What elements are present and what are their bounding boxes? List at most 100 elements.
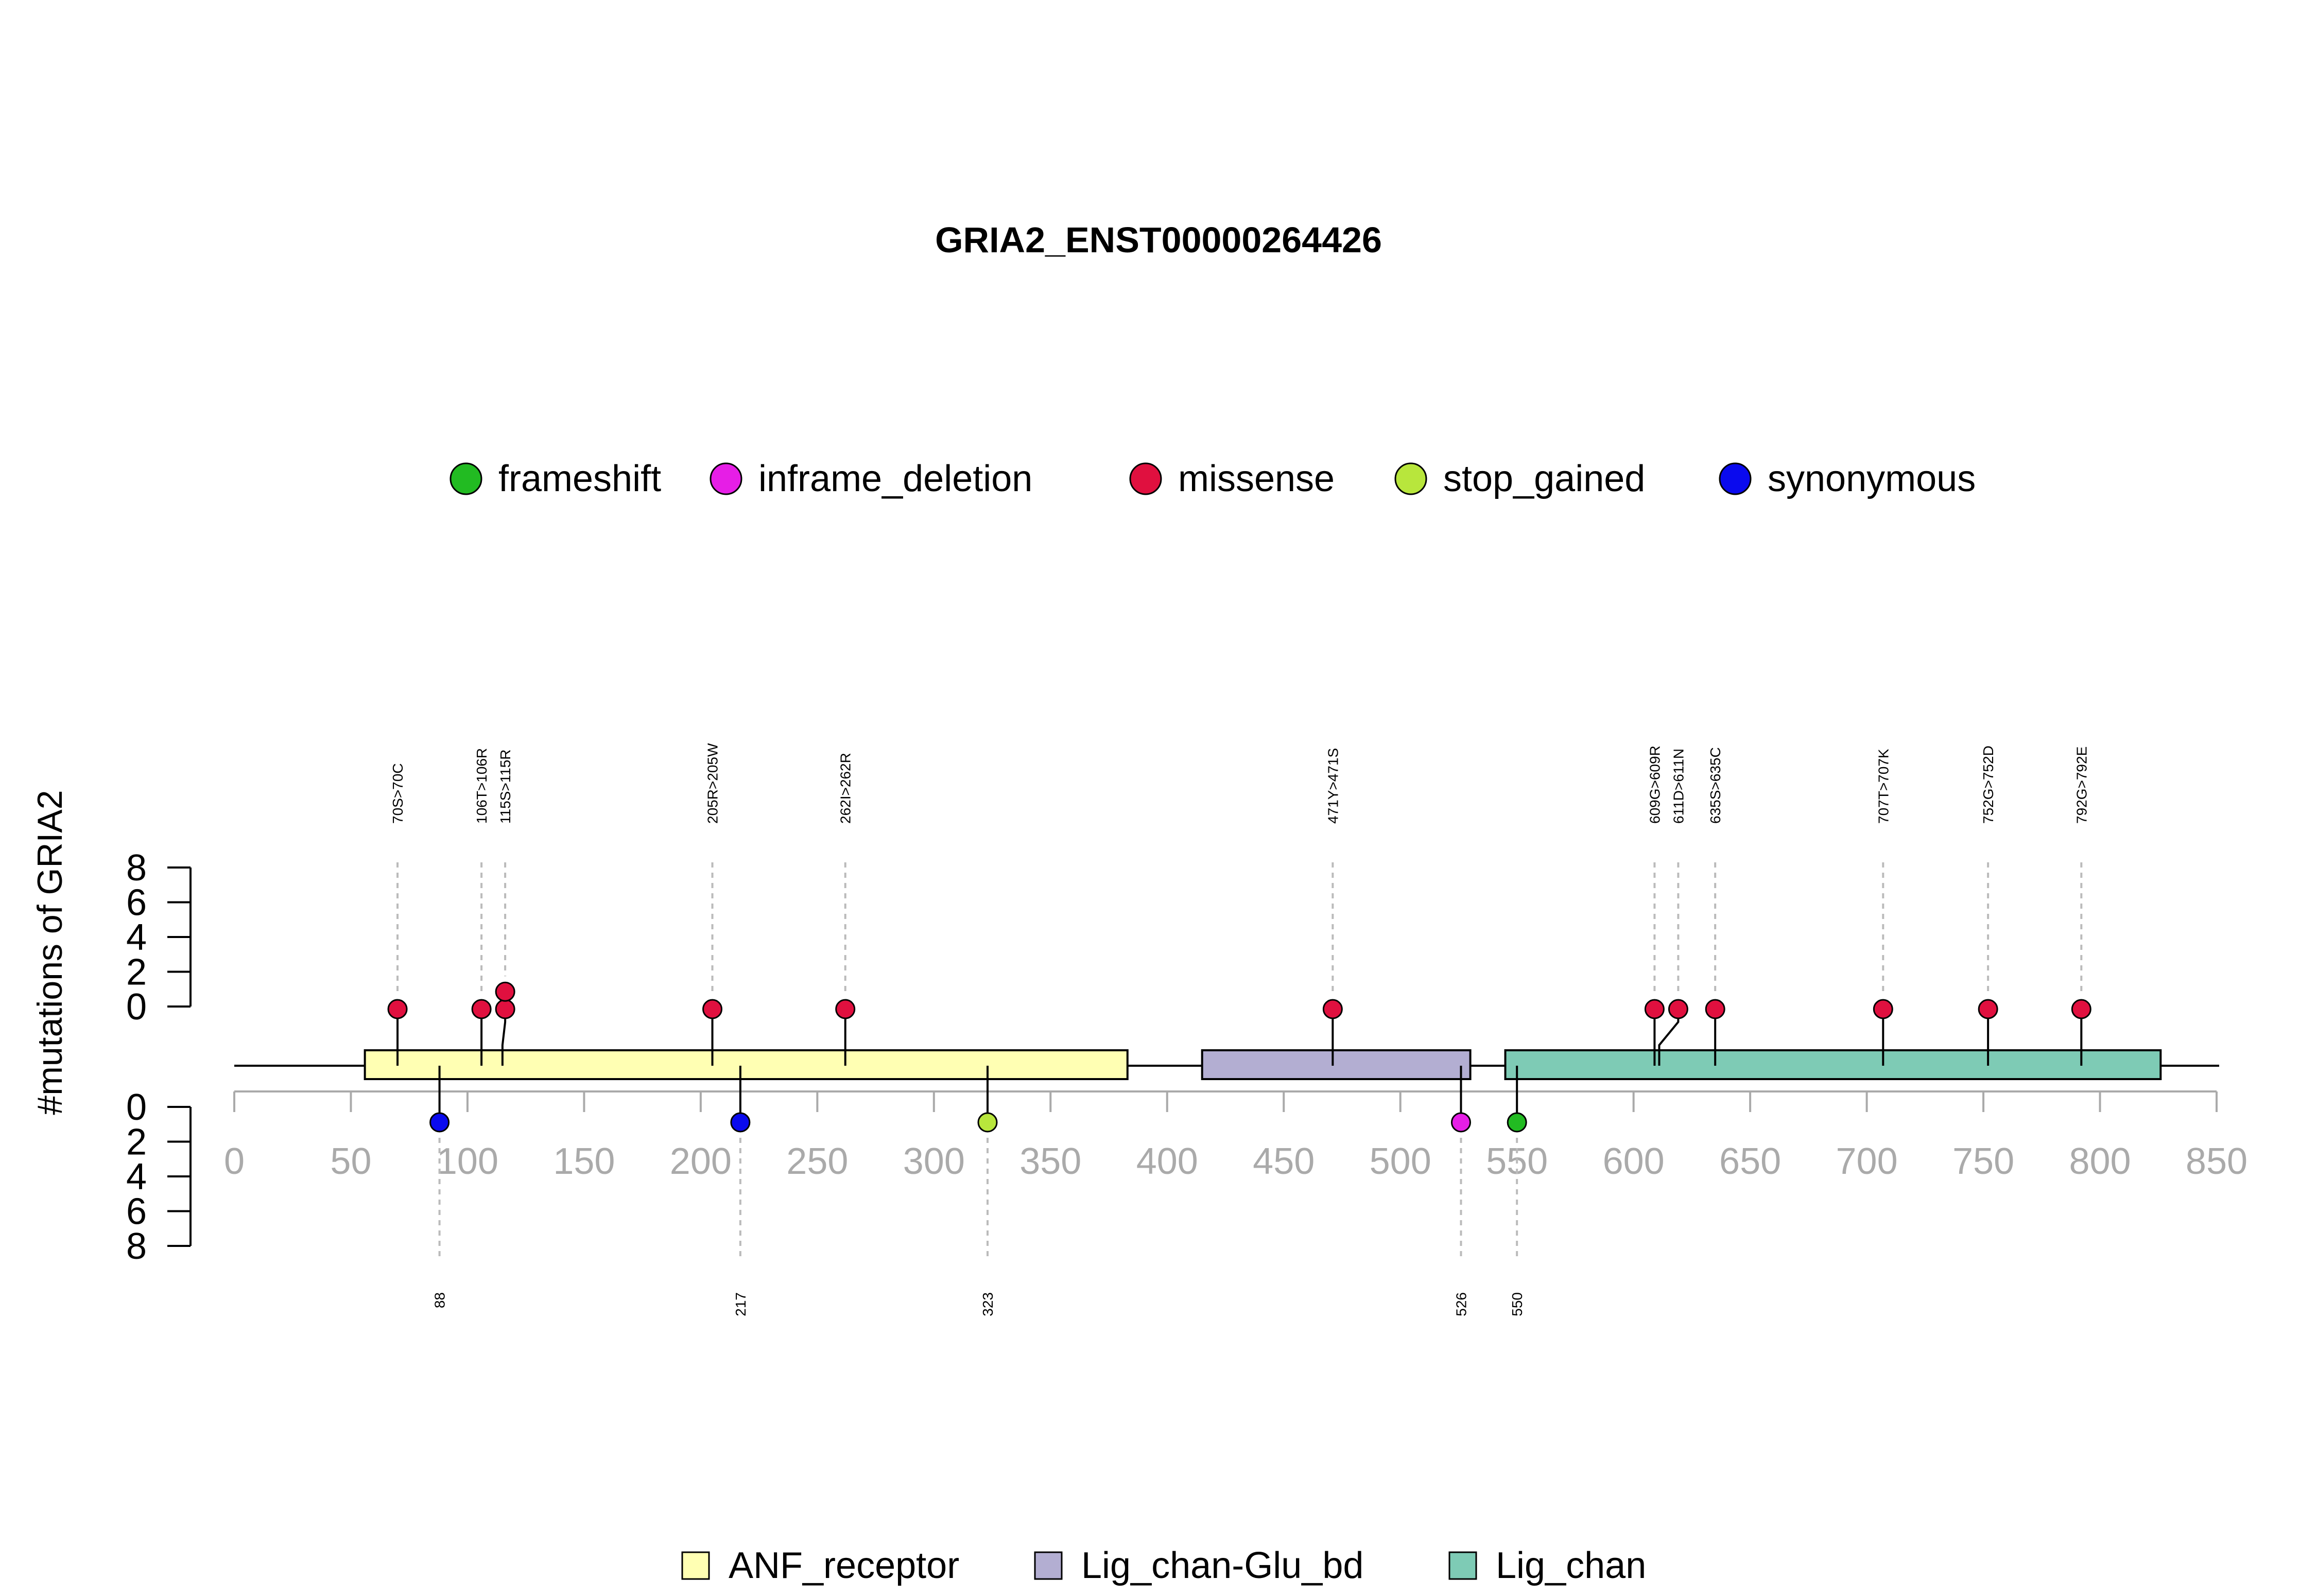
mutation-marker bbox=[1668, 999, 1688, 1019]
x-tick-label: 100 bbox=[437, 1141, 498, 1182]
mutation-upper-106: 106T>106R bbox=[471, 748, 492, 1066]
mutation-label: 609G>609R bbox=[1647, 745, 1663, 824]
x-tick-label: 150 bbox=[553, 1141, 615, 1182]
mutation-marker bbox=[1873, 999, 1893, 1019]
domain-legend-item-lig-chan: Lig_chan bbox=[1448, 1545, 1646, 1586]
domain-legend-label: Lig_chan-Glu_bd bbox=[1081, 1545, 1363, 1586]
x-tick-label: 700 bbox=[1836, 1141, 1898, 1182]
y-tick-label: 6 bbox=[126, 1191, 147, 1233]
x-tick-label: 350 bbox=[1019, 1141, 1081, 1182]
mutation-label: 106T>106R bbox=[474, 748, 490, 824]
y-tick-label: 2 bbox=[126, 952, 147, 993]
legend-swatch bbox=[1129, 462, 1162, 495]
mutation-label: 217 bbox=[733, 1292, 749, 1316]
x-tick-label: 600 bbox=[1603, 1141, 1665, 1182]
mutation-lower-88: 88 bbox=[429, 1066, 450, 1308]
mutation-type-legend: frameshift inframe_deletion missense stop_g… bbox=[449, 458, 1976, 499]
legend-label: inframe_deletion bbox=[758, 458, 1032, 499]
mutation-marker bbox=[730, 1112, 751, 1133]
y-axis-label: #mutations of GRIA2 bbox=[30, 790, 70, 1115]
x-tick-label: 750 bbox=[1952, 1141, 2014, 1182]
legend-item-stop-gained: stop_gained bbox=[1394, 458, 1645, 499]
domain-legend: ANF_receptor Lig_chan-Glu_bd Lig_chan bbox=[681, 1545, 1646, 1586]
x-axis: 0 50 100 150 200 250 300 350 400 450 500 550 600 650 7… bbox=[224, 1090, 2247, 1182]
mutation-upper-752: 752G>752D bbox=[1978, 745, 1998, 1066]
legend-item-frameshift: frameshift bbox=[449, 458, 661, 499]
x-tick-label: 800 bbox=[2069, 1141, 2131, 1182]
y-tick-label: 4 bbox=[126, 917, 147, 958]
mutation-marker bbox=[1705, 999, 1725, 1019]
mutation-label: 550 bbox=[1509, 1292, 1525, 1316]
mutation-marker bbox=[835, 999, 856, 1019]
domain-legend-item-anf-receptor: ANF_receptor bbox=[681, 1545, 959, 1586]
mutation-marker bbox=[495, 999, 515, 1019]
mutation-marker bbox=[2071, 999, 2091, 1019]
mutation-label: 471Y>471S bbox=[1325, 748, 1341, 824]
domain-anf-receptor bbox=[364, 1049, 1129, 1080]
mutation-marker bbox=[1644, 999, 1665, 1019]
y-tick-label: 2 bbox=[126, 1122, 147, 1163]
x-tick-label: 300 bbox=[903, 1141, 965, 1182]
x-tick-label: 0 bbox=[224, 1141, 245, 1182]
y-tick-label: 4 bbox=[126, 1156, 147, 1198]
legend-label: stop_gained bbox=[1443, 458, 1645, 499]
mutation-marker bbox=[1507, 1112, 1527, 1133]
mutation-label: 792G>792E bbox=[2073, 747, 2089, 824]
x-tick-label: 650 bbox=[1719, 1141, 1781, 1182]
mutation-label: 115S>115R bbox=[497, 749, 513, 824]
domain-legend-item-lig-chan-glu-bd: Lig_chan-Glu_bd bbox=[1034, 1545, 1363, 1586]
domain-swatch bbox=[1448, 1551, 1477, 1580]
domain-lig-chan-glu-bd bbox=[1201, 1049, 1472, 1080]
x-tick-label: 500 bbox=[1370, 1141, 1431, 1182]
legend-item-inframe-deletion: inframe_deletion bbox=[710, 458, 1032, 499]
mutation-label: 526 bbox=[1453, 1292, 1469, 1316]
legend-swatch bbox=[449, 462, 482, 495]
legend-swatch bbox=[1394, 462, 1427, 495]
plot-area: 0 50 100 150 200 250 300 350 400 450 500 550 600 650 7… bbox=[126, 743, 2247, 1316]
mutation-marker bbox=[495, 981, 515, 1002]
domain-legend-label: ANF_receptor bbox=[729, 1545, 959, 1586]
mutation-upper-471: 471Y>471S bbox=[1322, 748, 1343, 1066]
mutation-label: 323 bbox=[980, 1292, 996, 1316]
mutation-upper-70: 70S>70C bbox=[387, 763, 408, 1066]
mutation-upper-205: 205R>205W bbox=[702, 743, 723, 1066]
legend-swatch bbox=[710, 462, 742, 495]
mutation-label: 611D>611N bbox=[1670, 749, 1686, 824]
mutation-upper-262: 262I>262R bbox=[835, 753, 856, 1066]
legend-swatch bbox=[1719, 462, 1752, 495]
mutation-upper-792: 792G>792E bbox=[2071, 747, 2091, 1066]
mutation-label: 752G>752D bbox=[1980, 745, 1996, 824]
mutation-lower-550: 550 bbox=[1507, 1066, 1527, 1316]
mutation-marker bbox=[1978, 999, 1998, 1019]
mutation-label: 70S>70C bbox=[390, 763, 406, 824]
mutation-marker bbox=[977, 1112, 998, 1133]
x-tick-label: 400 bbox=[1136, 1141, 1198, 1182]
mutation-marker bbox=[1322, 999, 1343, 1019]
mutation-upper-635: 635S>635C bbox=[1705, 747, 1725, 1066]
mutation-marker bbox=[471, 999, 492, 1019]
y-tick-label: 6 bbox=[126, 882, 147, 924]
domain-lig-chan bbox=[1504, 1049, 2162, 1080]
chart-title: GRIA2_ENST00000264426 bbox=[935, 220, 1382, 260]
legend-label: synonymous bbox=[1768, 458, 1976, 499]
mutation-lower-323: 323 bbox=[977, 1066, 998, 1316]
x-tick-label: 250 bbox=[786, 1141, 848, 1182]
mutation-label: 707T>707K bbox=[1875, 749, 1891, 824]
legend-label: missense bbox=[1178, 458, 1335, 499]
domain-swatch bbox=[1034, 1551, 1063, 1580]
mutation-marker bbox=[702, 999, 723, 1019]
mutation-marker bbox=[1450, 1112, 1471, 1133]
mutation-lower-526: 526 bbox=[1450, 1066, 1471, 1316]
x-tick-label: 850 bbox=[2186, 1141, 2247, 1182]
mutation-label: 205R>205W bbox=[705, 743, 721, 824]
mutation-upper-115: 115S>115R bbox=[495, 749, 515, 1066]
mutation-label: 262I>262R bbox=[838, 753, 854, 824]
y-tick-label: 0 bbox=[126, 1087, 147, 1128]
mutation-label: 635S>635C bbox=[1707, 747, 1723, 824]
y-tick-label: 8 bbox=[126, 1226, 147, 1267]
mutation-marker bbox=[387, 999, 408, 1019]
mutation-label: 88 bbox=[432, 1292, 448, 1308]
domain-legend-label: Lig_chan bbox=[1496, 1545, 1646, 1586]
